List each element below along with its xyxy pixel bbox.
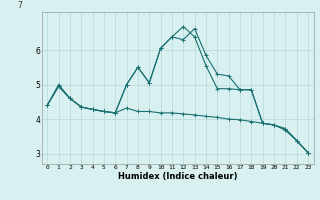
Text: 7: 7 [17,1,22,10]
X-axis label: Humidex (Indice chaleur): Humidex (Indice chaleur) [118,172,237,181]
